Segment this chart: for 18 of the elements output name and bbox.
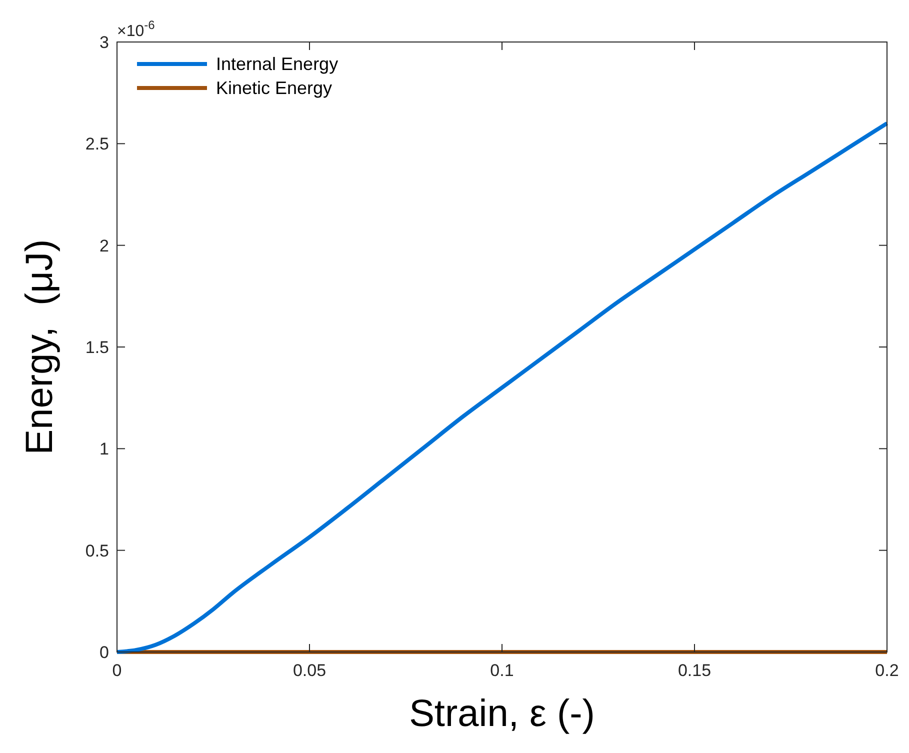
y-tick-label: 2.5 — [85, 134, 109, 154]
x-tick-label: 0.05 — [292, 661, 326, 680]
x-tick-label: 0.1 — [490, 661, 514, 680]
y-tick-label: 0 — [100, 643, 109, 662]
y-axis-title: Energy, (μJ) — [19, 239, 61, 455]
y-tick-label: 0.5 — [85, 541, 109, 560]
x-tick-label: 0.2 — [875, 661, 899, 680]
legend-label: Kinetic Energy — [216, 78, 332, 98]
y-tick-label: 2 — [100, 236, 109, 256]
text: ×10$^{-6}$ — [117, 18, 156, 40]
x-tick-label: 0.15 — [678, 661, 712, 680]
x-tick-label: 0 — [112, 661, 122, 680]
y-tick-label: 3 — [100, 33, 109, 52]
line-series — [115, 121, 889, 654]
y-tick-label: 1 — [100, 440, 109, 459]
legend-label: Internal Energy — [216, 54, 338, 74]
x-axis-title: Strain, ε (-) — [409, 693, 595, 735]
y-tick-label: 1.5 — [85, 338, 109, 357]
